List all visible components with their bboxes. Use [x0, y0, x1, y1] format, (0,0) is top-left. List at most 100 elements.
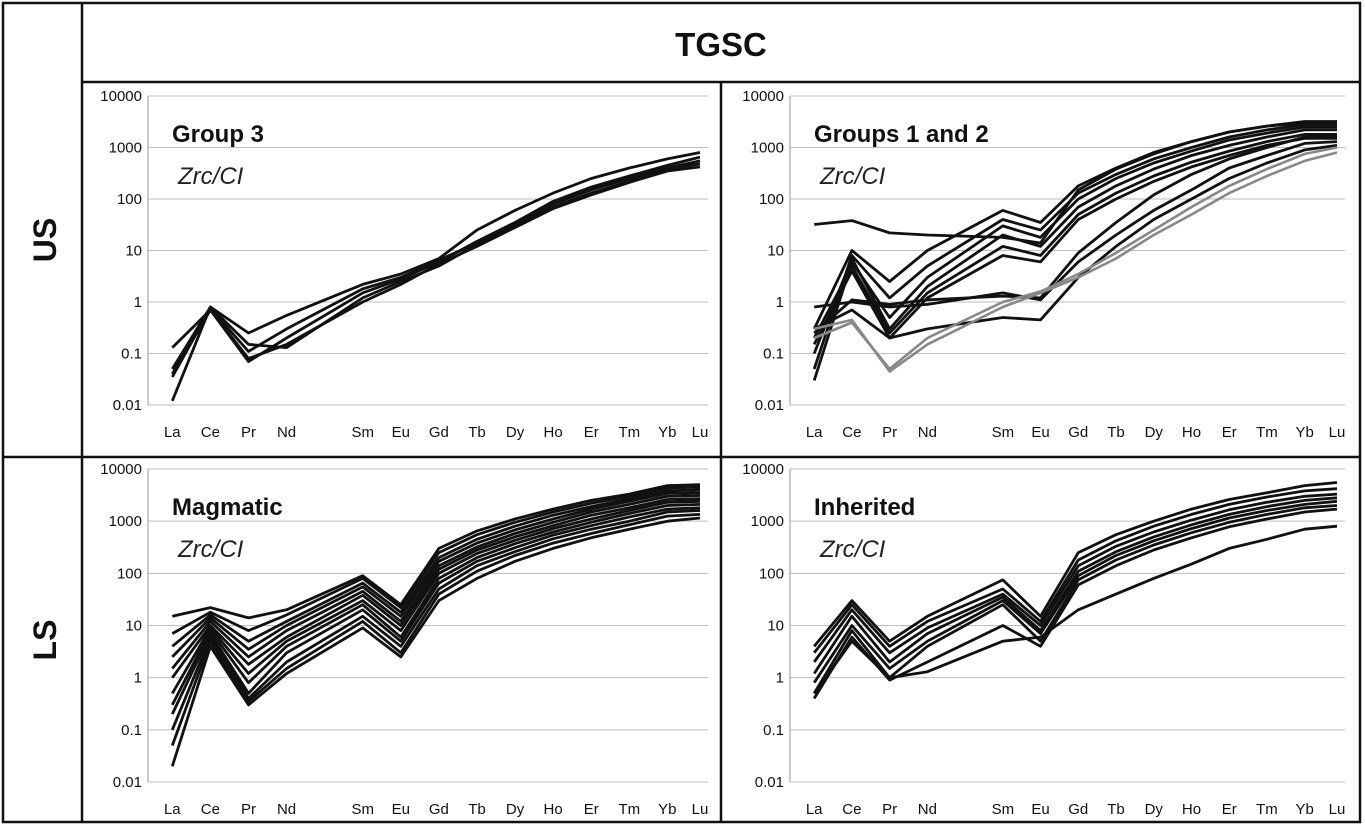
x-tick-label: Tb [468, 424, 486, 441]
series-line [812, 121, 1337, 330]
x-tick-label: Ce [201, 801, 220, 818]
x-tick-label: Gd [1068, 801, 1088, 818]
y-tick-label: 0.1 [121, 346, 142, 363]
x-tick-label: La [164, 801, 181, 818]
y-tick-label: 10 [125, 618, 142, 635]
series-line [813, 499, 1338, 684]
x-tick-label: Lu [1329, 424, 1346, 441]
x-tick-label: Eu [392, 801, 410, 818]
x-tick-label: Ce [201, 424, 220, 441]
x-tick-label: Lu [692, 801, 709, 818]
panel-magmatic: 0.01 0.1 1 10 100 1000 10000 La Ce Pr Nd Sm Eu Gd Tb Dy… [100, 461, 708, 818]
series-line [813, 524, 1338, 695]
x-tick-label: Gd [429, 424, 449, 441]
x-tick-label: Sm [992, 424, 1015, 441]
x-tick-label: Pr [241, 424, 256, 441]
series-line [171, 509, 701, 731]
x-tick-label: Tb [1107, 424, 1125, 441]
y-tick-label: 100 [759, 565, 784, 582]
x-tick-label: Dy [506, 424, 525, 441]
x-tick-label: Nd [918, 424, 937, 441]
panel-subtitle: Zrc/CI [177, 163, 244, 190]
y-tick-label: 10000 [100, 88, 142, 105]
panel-groups-1-and-2: 0.01 0.1 1 10 100 1000 10000 La Ce Pr Nd Sm Eu Gd Tb Dy… [742, 88, 1345, 441]
series-line [813, 146, 1338, 371]
series-line [812, 128, 1337, 355]
y-tick-label: 0.01 [113, 774, 142, 791]
x-tick-label: Yb [1295, 801, 1313, 818]
x-tick-label: Eu [392, 424, 410, 441]
x-tick-label: Yb [658, 424, 676, 441]
x-tick-label: Ce [842, 801, 861, 818]
x-tick-label: Tb [1107, 801, 1125, 818]
y-tick-label: 1 [776, 670, 784, 687]
series-line [813, 507, 1338, 700]
series-line [812, 136, 1337, 346]
x-tick-label: Sm [351, 801, 374, 818]
y-tick-label: 0.1 [121, 722, 142, 739]
series-line [171, 483, 701, 620]
x-tick-label: Yb [658, 801, 676, 818]
y-tick-label: 0.1 [763, 346, 784, 363]
series-line [171, 159, 701, 378]
series-line [812, 123, 1337, 370]
x-tick-label: Ho [544, 424, 563, 441]
panel-subtitle: Zrc/CI [819, 163, 886, 190]
y-tick-label: 1000 [109, 140, 142, 157]
x-tick-label: Dy [506, 801, 525, 818]
y-tick-label: 1 [776, 294, 784, 311]
panel-title: Magmatic [172, 494, 283, 521]
y-tick-label: 10 [767, 618, 784, 635]
x-tick-label: Ce [842, 424, 861, 441]
series-line [813, 144, 1338, 340]
series-line [171, 151, 701, 402]
x-tick-label: Ho [544, 801, 563, 818]
x-tick-label: Lu [692, 424, 709, 441]
panel-title: Group 3 [172, 121, 264, 148]
x-tick-label: Ho [1182, 424, 1201, 441]
y-tick-label: 1000 [751, 140, 784, 157]
series-line [812, 125, 1337, 381]
x-tick-label: La [806, 424, 823, 441]
panel-group-3: 0.01 0.1 1 10 100 1000 10000 La Ce Pr Nd Sm Eu Gd Tb Dy… [100, 88, 708, 441]
x-tick-label: Dy [1145, 424, 1164, 441]
row-label-ls: LS [27, 620, 63, 661]
series-line [813, 492, 1338, 663]
panel-inherited: 0.01 0.1 1 10 100 1000 10000 La Ce Pr Nd Sm Eu Gd Tb Dy… [742, 461, 1345, 818]
series-line [814, 140, 1338, 309]
x-tick-label: Lu [1329, 801, 1346, 818]
x-tick-label: La [164, 424, 181, 441]
y-tick-label: 1 [134, 294, 142, 311]
y-tick-label: 0.01 [755, 774, 784, 791]
x-tick-label: Pr [241, 801, 256, 818]
x-tick-label: Nd [277, 424, 296, 441]
x-tick-label: Ho [1182, 801, 1201, 818]
y-tick-label: 1000 [109, 513, 142, 530]
y-tick-label: 100 [759, 191, 784, 208]
y-tick-label: 10000 [742, 88, 784, 105]
y-tick-label: 100 [117, 565, 142, 582]
figure-title: TGSC [675, 26, 767, 63]
y-tick-label: 1000 [751, 513, 784, 530]
panel-title: Groups 1 and 2 [814, 121, 989, 148]
y-tick-label: 1 [134, 670, 142, 687]
x-tick-label: Sm [351, 424, 374, 441]
series-line [171, 491, 701, 658]
y-tick-label: 0.01 [113, 397, 142, 414]
series-line [171, 165, 701, 375]
series-line [171, 494, 701, 670]
series-line [170, 516, 701, 767]
y-tick-label: 10 [125, 243, 142, 260]
panel-title: Inherited [814, 494, 915, 521]
x-tick-label: Er [584, 801, 599, 818]
x-tick-label: Dy [1145, 801, 1164, 818]
series-line [171, 485, 701, 635]
y-tick-label: 10 [767, 243, 784, 260]
series-line [812, 504, 1338, 695]
x-tick-label: Nd [277, 801, 296, 818]
x-tick-label: Gd [1068, 424, 1088, 441]
y-tick-label: 0.1 [763, 722, 784, 739]
series-line [171, 506, 701, 715]
